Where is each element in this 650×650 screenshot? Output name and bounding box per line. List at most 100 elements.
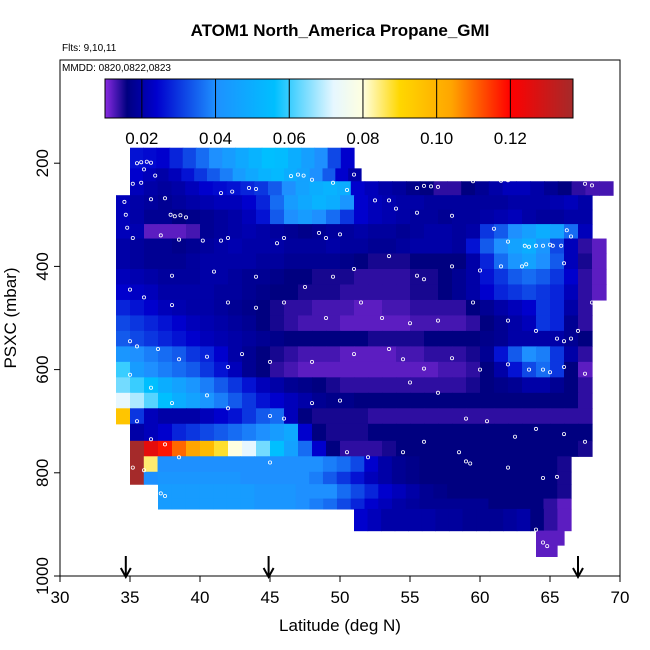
heatmap-cell <box>116 330 131 347</box>
observation-point <box>477 367 482 372</box>
heatmap-cell <box>284 209 299 225</box>
heatmap-cell <box>368 346 383 363</box>
heatmap-cell <box>326 224 341 240</box>
heatmap-cell <box>340 315 355 332</box>
heatmap-cell <box>226 498 242 510</box>
heatmap-cell <box>410 299 425 317</box>
observation-point <box>358 300 363 305</box>
heatmap-cell <box>212 456 228 473</box>
heatmap-cell <box>295 181 310 196</box>
observation-point <box>590 183 595 188</box>
heatmap-cell <box>424 392 439 409</box>
heatmap-cell <box>242 408 257 425</box>
heatmap-cell <box>382 299 397 317</box>
heatmap-cell <box>295 456 310 473</box>
heatmap-cell <box>578 315 593 332</box>
heatmap-cell <box>298 299 313 317</box>
heatmap-cell <box>564 284 579 301</box>
heatmap-cell <box>480 209 495 225</box>
heatmap-cell <box>240 471 255 485</box>
observation-point <box>127 339 132 344</box>
heatmap-cell <box>116 392 131 409</box>
heatmap-cell <box>200 361 215 378</box>
observation-point <box>144 159 149 164</box>
observation-point <box>253 305 258 310</box>
heatmap-cell <box>502 456 517 473</box>
heatmap-cell <box>281 471 296 485</box>
heatmap-cell <box>228 440 243 457</box>
heatmap-cell <box>382 361 397 378</box>
heatmap-cell <box>298 346 313 363</box>
heatmap-cell <box>410 330 425 347</box>
x-tick-label: 60 <box>471 588 490 607</box>
heatmap-cell <box>228 284 243 301</box>
heatmap-cell <box>480 423 495 442</box>
heatmap-cell <box>543 508 559 532</box>
heatmap-cell <box>522 377 537 394</box>
heatmap-cell <box>267 456 283 473</box>
heatmap-cell <box>312 284 327 301</box>
heatmap-cell <box>578 209 593 225</box>
heatmap-cell <box>116 299 131 317</box>
heatmap-cell <box>480 408 495 425</box>
heatmap-cell <box>494 440 509 457</box>
observation-point <box>505 318 510 323</box>
observation-point <box>139 180 144 185</box>
observation-point <box>463 416 468 421</box>
heatmap-cell <box>396 268 411 286</box>
observation-points <box>121 159 595 549</box>
heatmap-cell <box>256 299 271 317</box>
x-tick-label: 40 <box>191 588 210 607</box>
heatmap-cell <box>494 377 509 394</box>
heatmap-cell <box>354 377 369 394</box>
heatmap-cell <box>172 377 187 394</box>
heatmap-cell <box>284 361 299 378</box>
heatmap-cell <box>214 377 229 394</box>
heatmap-cell <box>452 330 467 347</box>
observation-point <box>169 401 174 406</box>
heatmap-cell <box>508 346 523 363</box>
heatmap-cell <box>592 284 607 301</box>
observation-point <box>288 174 293 179</box>
heatmap-cell <box>536 423 551 442</box>
flights-annotation: Flts: 9,10,11 <box>62 43 117 54</box>
heatmap-cell <box>438 330 453 347</box>
observation-point <box>225 235 230 240</box>
heatmap-cell <box>268 484 283 500</box>
observation-point <box>301 173 306 178</box>
heatmap-cell <box>480 330 495 347</box>
y-axis: 200 400 600 800 1000 <box>33 60 61 595</box>
heatmap-cell <box>396 253 411 270</box>
heatmap-cell <box>281 498 297 510</box>
observation-point <box>351 352 356 357</box>
heatmap-cell <box>340 408 355 425</box>
heatmap-cell <box>474 471 489 485</box>
observation-point <box>428 184 433 189</box>
observation-point <box>421 277 426 282</box>
heatmap-cell <box>536 408 551 425</box>
observation-point <box>246 185 251 190</box>
heatmap-cell <box>199 498 214 510</box>
heatmap-cell <box>488 456 503 473</box>
observation-point <box>337 398 342 403</box>
heatmap-cell <box>578 284 593 301</box>
heatmap-cell <box>144 315 159 332</box>
heatmap-cell <box>522 268 537 286</box>
heatmap-cell <box>284 440 299 457</box>
heatmap-cell <box>564 268 579 286</box>
heatmap-cell <box>536 440 551 457</box>
heatmap-cell <box>186 315 201 332</box>
heatmap-cell <box>592 268 607 286</box>
heatmap-cell <box>378 181 393 196</box>
observation-point <box>130 235 135 240</box>
heatmap-cell <box>199 181 214 196</box>
observation-point <box>527 367 532 372</box>
heatmap-cell <box>254 181 269 196</box>
heatmap-cell <box>396 392 411 409</box>
heatmap-cell <box>522 392 537 409</box>
heatmap-cell <box>326 253 341 270</box>
observation-point <box>534 426 539 431</box>
heatmap-cell <box>171 456 186 473</box>
heatmap-cell <box>466 330 481 347</box>
heatmap-cell <box>452 253 467 270</box>
